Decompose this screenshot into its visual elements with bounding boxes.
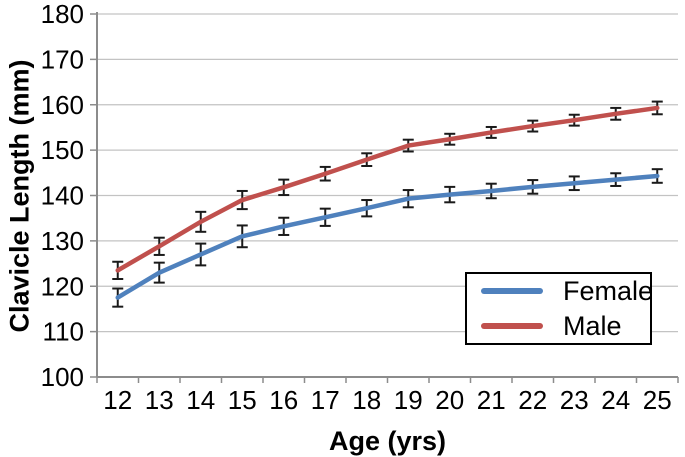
x-tick-label: 24	[601, 385, 630, 415]
female-series-line	[115, 173, 660, 300]
y-tick-label: 160	[41, 90, 84, 120]
x-axis-title: Age (yrs)	[328, 426, 447, 456]
y-tick-label: 180	[41, 0, 84, 29]
y-tick-label: 110	[43, 317, 84, 347]
x-tick-label: 22	[518, 385, 547, 415]
y-tick-label: 170	[41, 44, 84, 74]
legend-item-female: Female	[481, 275, 654, 306]
y-tick-labels: 100 110 120 130 140 150 160 170 180	[41, 0, 97, 392]
x-tick-label: 15	[228, 385, 257, 415]
gridlines	[97, 13, 678, 378]
male-series-line	[115, 105, 660, 273]
x-tick-label: 21	[477, 385, 506, 415]
x-tick-label: 20	[435, 385, 464, 415]
x-tick-label: 23	[560, 385, 589, 415]
male-line-swatch	[481, 323, 543, 329]
x-tick-label: 16	[269, 385, 298, 415]
legend-label-female: Female	[563, 275, 654, 306]
x-tick-label: 14	[186, 385, 215, 415]
x-tick-label: 17	[311, 385, 340, 415]
y-axis-title: Clavicle Length (mm)	[4, 59, 35, 333]
legend-item-male: Male	[481, 310, 650, 341]
x-tick-labels: 12 13 14 15 16 17 18 19 20 21 22 23 24 25	[96, 377, 679, 415]
x-tick-label: 12	[103, 385, 132, 415]
y-tick-label: 140	[41, 181, 84, 211]
x-tick-label: 18	[352, 385, 381, 415]
y-tick-label: 100	[41, 362, 84, 392]
female-line-swatch	[481, 288, 543, 294]
legend-label-male: Male	[563, 310, 622, 341]
x-tick-label: 13	[145, 385, 174, 415]
y-tick-label: 120	[41, 271, 84, 301]
x-tick-label: 25	[643, 385, 672, 415]
y-tick-label: 130	[41, 226, 84, 256]
y-tick-label: 150	[41, 135, 84, 165]
legend: Female Male	[465, 272, 654, 345]
x-tick-label: 19	[394, 385, 423, 415]
